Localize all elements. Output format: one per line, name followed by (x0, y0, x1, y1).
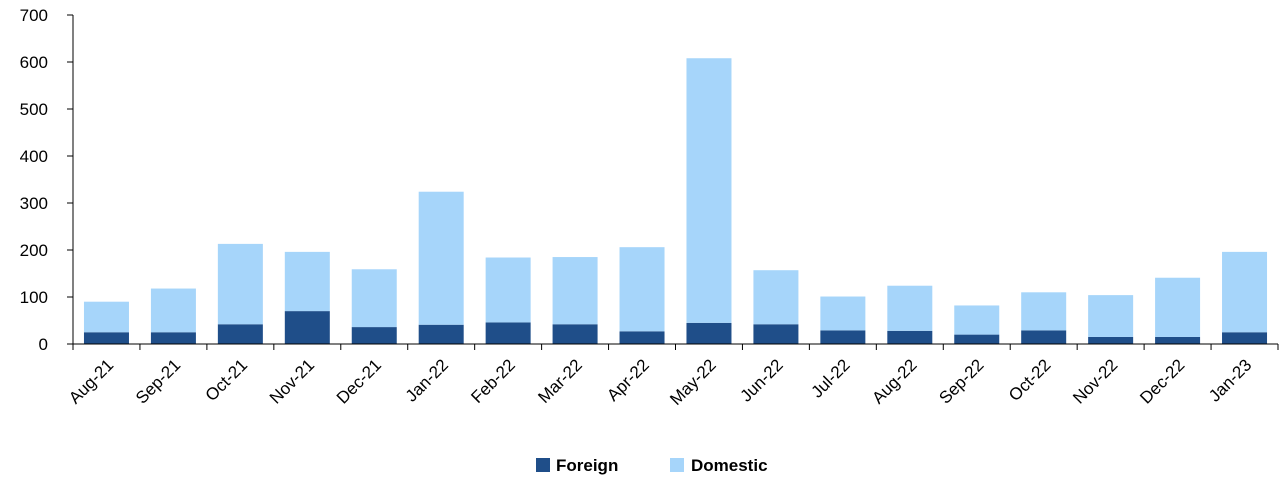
x-tick-label: May-22 (666, 355, 720, 409)
x-tick-label: Aug-21 (65, 355, 117, 407)
x-tick-label: Aug-22 (868, 355, 920, 407)
bar-domestic-oct-22 (1021, 292, 1067, 331)
x-tick-label: Jan-22 (402, 355, 452, 405)
bar-foreign-oct-21 (217, 324, 263, 344)
y-tick-label: 200 (20, 241, 48, 260)
bar-foreign-jan-22 (418, 324, 464, 344)
bar-domestic-aug-21 (83, 301, 129, 333)
legend-label-foreign: Foreign (556, 456, 618, 475)
bar-foreign-sep-21 (150, 332, 196, 344)
x-tick-label: Jan-23 (1205, 355, 1255, 405)
y-tick-label: 400 (20, 147, 48, 166)
bar-foreign-sep-22 (954, 334, 1000, 344)
bar-foreign-dec-22 (1155, 336, 1201, 344)
bar-domestic-sep-21 (150, 288, 196, 333)
bar-domestic-feb-22 (485, 257, 531, 323)
bar-foreign-apr-22 (619, 331, 665, 344)
x-tick-label: Feb-22 (467, 355, 519, 407)
bar-foreign-jul-22 (820, 330, 866, 344)
x-tick-label: Nov-22 (1069, 355, 1121, 407)
bar-foreign-jun-22 (753, 324, 799, 344)
bar-domestic-jul-22 (820, 296, 866, 331)
y-tick-label: 500 (20, 100, 48, 119)
legend-swatch-domestic (670, 458, 684, 472)
x-tick-label: Oct-21 (202, 355, 252, 405)
bar-domestic-may-22 (686, 58, 732, 323)
bar-foreign-feb-22 (485, 322, 531, 344)
legend-swatch-foreign (536, 458, 550, 472)
bar-domestic-dec-22 (1155, 277, 1201, 337)
bar-foreign-nov-22 (1088, 336, 1134, 344)
y-tick-label: 600 (20, 53, 48, 72)
bar-foreign-mar-22 (552, 324, 598, 344)
y-tick-label: 100 (20, 288, 48, 307)
x-tick-label: Apr-22 (603, 355, 653, 405)
bar-domestic-jun-22 (753, 270, 799, 325)
x-tick-label: Jun-22 (737, 355, 787, 405)
x-tick-label: Dec-22 (1136, 355, 1188, 407)
bar-foreign-oct-22 (1021, 330, 1067, 344)
x-tick-label: Oct-22 (1005, 355, 1055, 405)
y-tick-label: 700 (20, 6, 48, 25)
bar-foreign-may-22 (686, 322, 732, 344)
bar-domestic-oct-21 (217, 243, 263, 325)
bar-domestic-jan-23 (1222, 251, 1268, 333)
y-tick-label: 300 (20, 194, 48, 213)
bar-domestic-apr-22 (619, 247, 665, 332)
bar-domestic-sep-22 (954, 305, 1000, 335)
x-tick-label: Jul-22 (808, 355, 854, 401)
bar-foreign-aug-21 (83, 332, 129, 344)
bar-foreign-aug-22 (887, 330, 933, 344)
x-tick-label: Sep-21 (132, 355, 184, 407)
bar-foreign-dec-21 (351, 327, 397, 344)
x-tick-label: Dec-21 (333, 355, 385, 407)
legend-label-domestic: Domestic (691, 456, 768, 475)
bar-domestic-nov-22 (1088, 295, 1134, 337)
x-tick-label: Sep-22 (935, 355, 987, 407)
x-tick-label: Mar-22 (534, 355, 586, 407)
bar-domestic-jan-22 (418, 191, 464, 325)
bar-domestic-mar-22 (552, 257, 598, 325)
bar-domestic-dec-21 (351, 269, 397, 328)
bar-foreign-nov-21 (284, 311, 330, 344)
y-tick-label: 0 (39, 335, 48, 354)
x-tick-label: Nov-21 (266, 355, 318, 407)
bar-domestic-nov-21 (284, 251, 330, 312)
bar-foreign-jan-23 (1222, 332, 1268, 344)
bar-domestic-aug-22 (887, 285, 933, 331)
